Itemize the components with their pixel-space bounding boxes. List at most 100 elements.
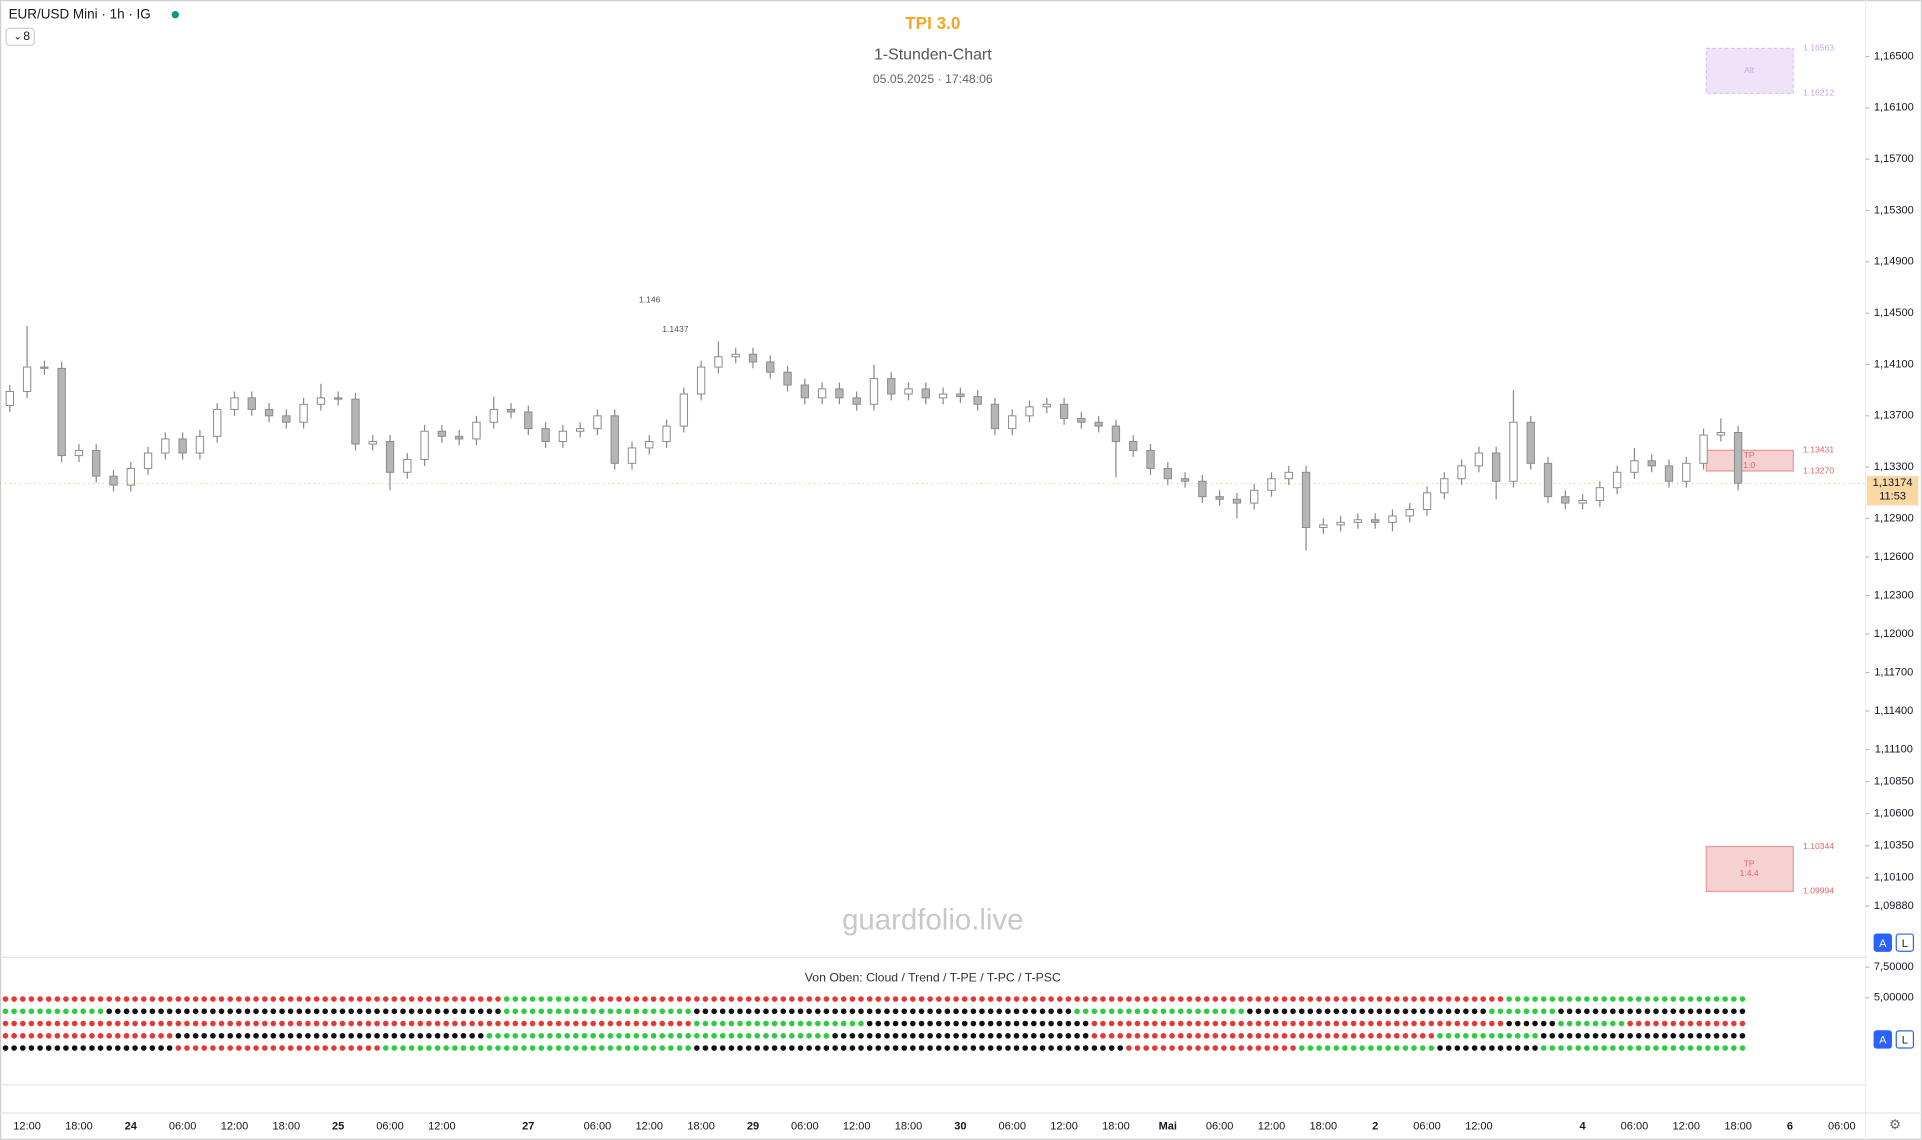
indicator-dot xyxy=(1454,996,1461,1002)
indicator-dot xyxy=(2,1008,9,1015)
indicator-dot xyxy=(1566,1008,1573,1015)
indicator-dot xyxy=(495,1032,501,1039)
indicator-dot xyxy=(1687,1045,1694,1051)
indicator-dot xyxy=(158,1020,164,1027)
indicator-dot xyxy=(1342,1032,1348,1039)
indicator-dot xyxy=(771,1008,778,1015)
indicator-dot xyxy=(1195,1045,1201,1051)
indicator-dot xyxy=(374,1045,380,1051)
scale-button[interactable] xyxy=(1895,1030,1915,1049)
indicator-dot xyxy=(391,1008,398,1015)
countdown: 11:53 xyxy=(1879,491,1906,503)
indicator-dot xyxy=(477,1020,484,1027)
indicator-dot xyxy=(1454,1008,1461,1015)
indicator-dot xyxy=(89,1020,95,1027)
indicator-dot xyxy=(866,1020,873,1027)
indicator-dot xyxy=(1316,996,1322,1002)
indicator-dot xyxy=(1558,996,1564,1002)
indicator-dot xyxy=(815,996,821,1002)
indicator-dot xyxy=(694,1008,700,1015)
indicator-dot xyxy=(218,1008,225,1015)
candle-body xyxy=(195,435,205,454)
indicator-dot xyxy=(538,996,545,1002)
indicator-dot xyxy=(1497,996,1504,1002)
x-tick-label: 29 xyxy=(747,1120,759,1132)
indicator-dot xyxy=(607,1045,614,1051)
candle-body xyxy=(1267,478,1276,491)
indicator-dot xyxy=(884,996,890,1002)
indicator-dot xyxy=(1056,1008,1063,1015)
indicator-dot xyxy=(1169,1008,1175,1015)
candle-body xyxy=(368,441,377,445)
indicator-dot xyxy=(382,1008,389,1015)
indicator-dot xyxy=(54,996,61,1002)
indicator-dot xyxy=(1592,996,1599,1002)
indicator-dot xyxy=(1471,1008,1478,1015)
indicator-dot xyxy=(694,1045,700,1051)
indicator-dot xyxy=(1670,1020,1677,1027)
indicator-dot xyxy=(374,1032,380,1039)
scale-button[interactable] xyxy=(1895,933,1915,952)
indicator-dot xyxy=(244,1032,251,1039)
indicator-dot xyxy=(538,1020,545,1027)
indicator-dot xyxy=(469,1032,475,1039)
indicator-dot xyxy=(944,1020,951,1027)
indicator-dot xyxy=(45,1008,52,1015)
indicator-dot xyxy=(1722,1020,1728,1027)
indicator-dot xyxy=(1471,996,1478,1002)
candle-body xyxy=(575,428,585,432)
indicator-dot xyxy=(1324,996,1331,1002)
indicator-dot xyxy=(573,1020,579,1027)
indicator-dot xyxy=(1419,996,1426,1002)
indicator-dot xyxy=(789,996,795,1002)
indicator-dot xyxy=(1489,1020,1495,1027)
indicator-dot xyxy=(175,1032,182,1039)
indicator-dot xyxy=(1454,1032,1461,1039)
x-tick-label: 24 xyxy=(125,1120,138,1132)
indicator-dot xyxy=(935,996,942,1002)
settings-icon[interactable]: ⚙ xyxy=(1889,1117,1901,1132)
candle-body xyxy=(230,397,239,410)
indicator-dot xyxy=(1584,1032,1590,1039)
indicator-dot xyxy=(460,1020,467,1027)
indicator-dot xyxy=(374,1020,380,1027)
indicator-dot xyxy=(1514,1008,1521,1015)
indicator-dot xyxy=(45,1045,52,1051)
indicator-dot xyxy=(426,1020,432,1027)
indicator-dot xyxy=(408,996,415,1002)
indicator-dot xyxy=(1437,1045,1443,1051)
indicator-dot xyxy=(832,996,838,1002)
y-tick-label: 1,16500 xyxy=(1874,50,1914,62)
indicator-dot xyxy=(1056,1020,1063,1027)
indicator-dot xyxy=(875,996,882,1002)
scale-button[interactable] xyxy=(1873,1030,1892,1049)
indicator-dot xyxy=(1091,996,1098,1002)
indicator-dot xyxy=(469,1008,475,1015)
scale-button[interactable] xyxy=(1873,933,1892,952)
indicator-dot xyxy=(1022,1032,1029,1039)
legend-toggle[interactable] xyxy=(5,27,35,46)
indicator-dot xyxy=(1342,1020,1348,1027)
x-tick-label: 18:00 xyxy=(65,1120,93,1132)
indicator-dot xyxy=(961,1032,968,1039)
indicator-dot xyxy=(1635,1008,1642,1015)
indicator-dot xyxy=(633,1045,640,1051)
indicator-dot xyxy=(331,1032,337,1039)
indicator-dot xyxy=(106,996,113,1002)
indicator-dot xyxy=(365,1008,372,1015)
indicator-dot xyxy=(1653,1045,1659,1051)
indicator-dot xyxy=(598,1008,605,1015)
indicator-dot xyxy=(858,1008,864,1015)
indicator-dot xyxy=(1065,1045,1072,1051)
indicator-count: 8 xyxy=(23,29,30,43)
annotation: 1.146 xyxy=(639,295,661,305)
indicator-dot xyxy=(659,1032,666,1039)
indicator-dot xyxy=(1091,1020,1098,1027)
x-tick-label: 06:00 xyxy=(169,1120,197,1132)
indicator-dot xyxy=(979,1020,985,1027)
indicator-dot xyxy=(1713,1032,1720,1039)
indicator-dot xyxy=(114,996,121,1002)
indicator-dot xyxy=(348,1032,355,1039)
indicator-dot xyxy=(270,1008,277,1015)
indicator-dot xyxy=(590,1020,596,1027)
